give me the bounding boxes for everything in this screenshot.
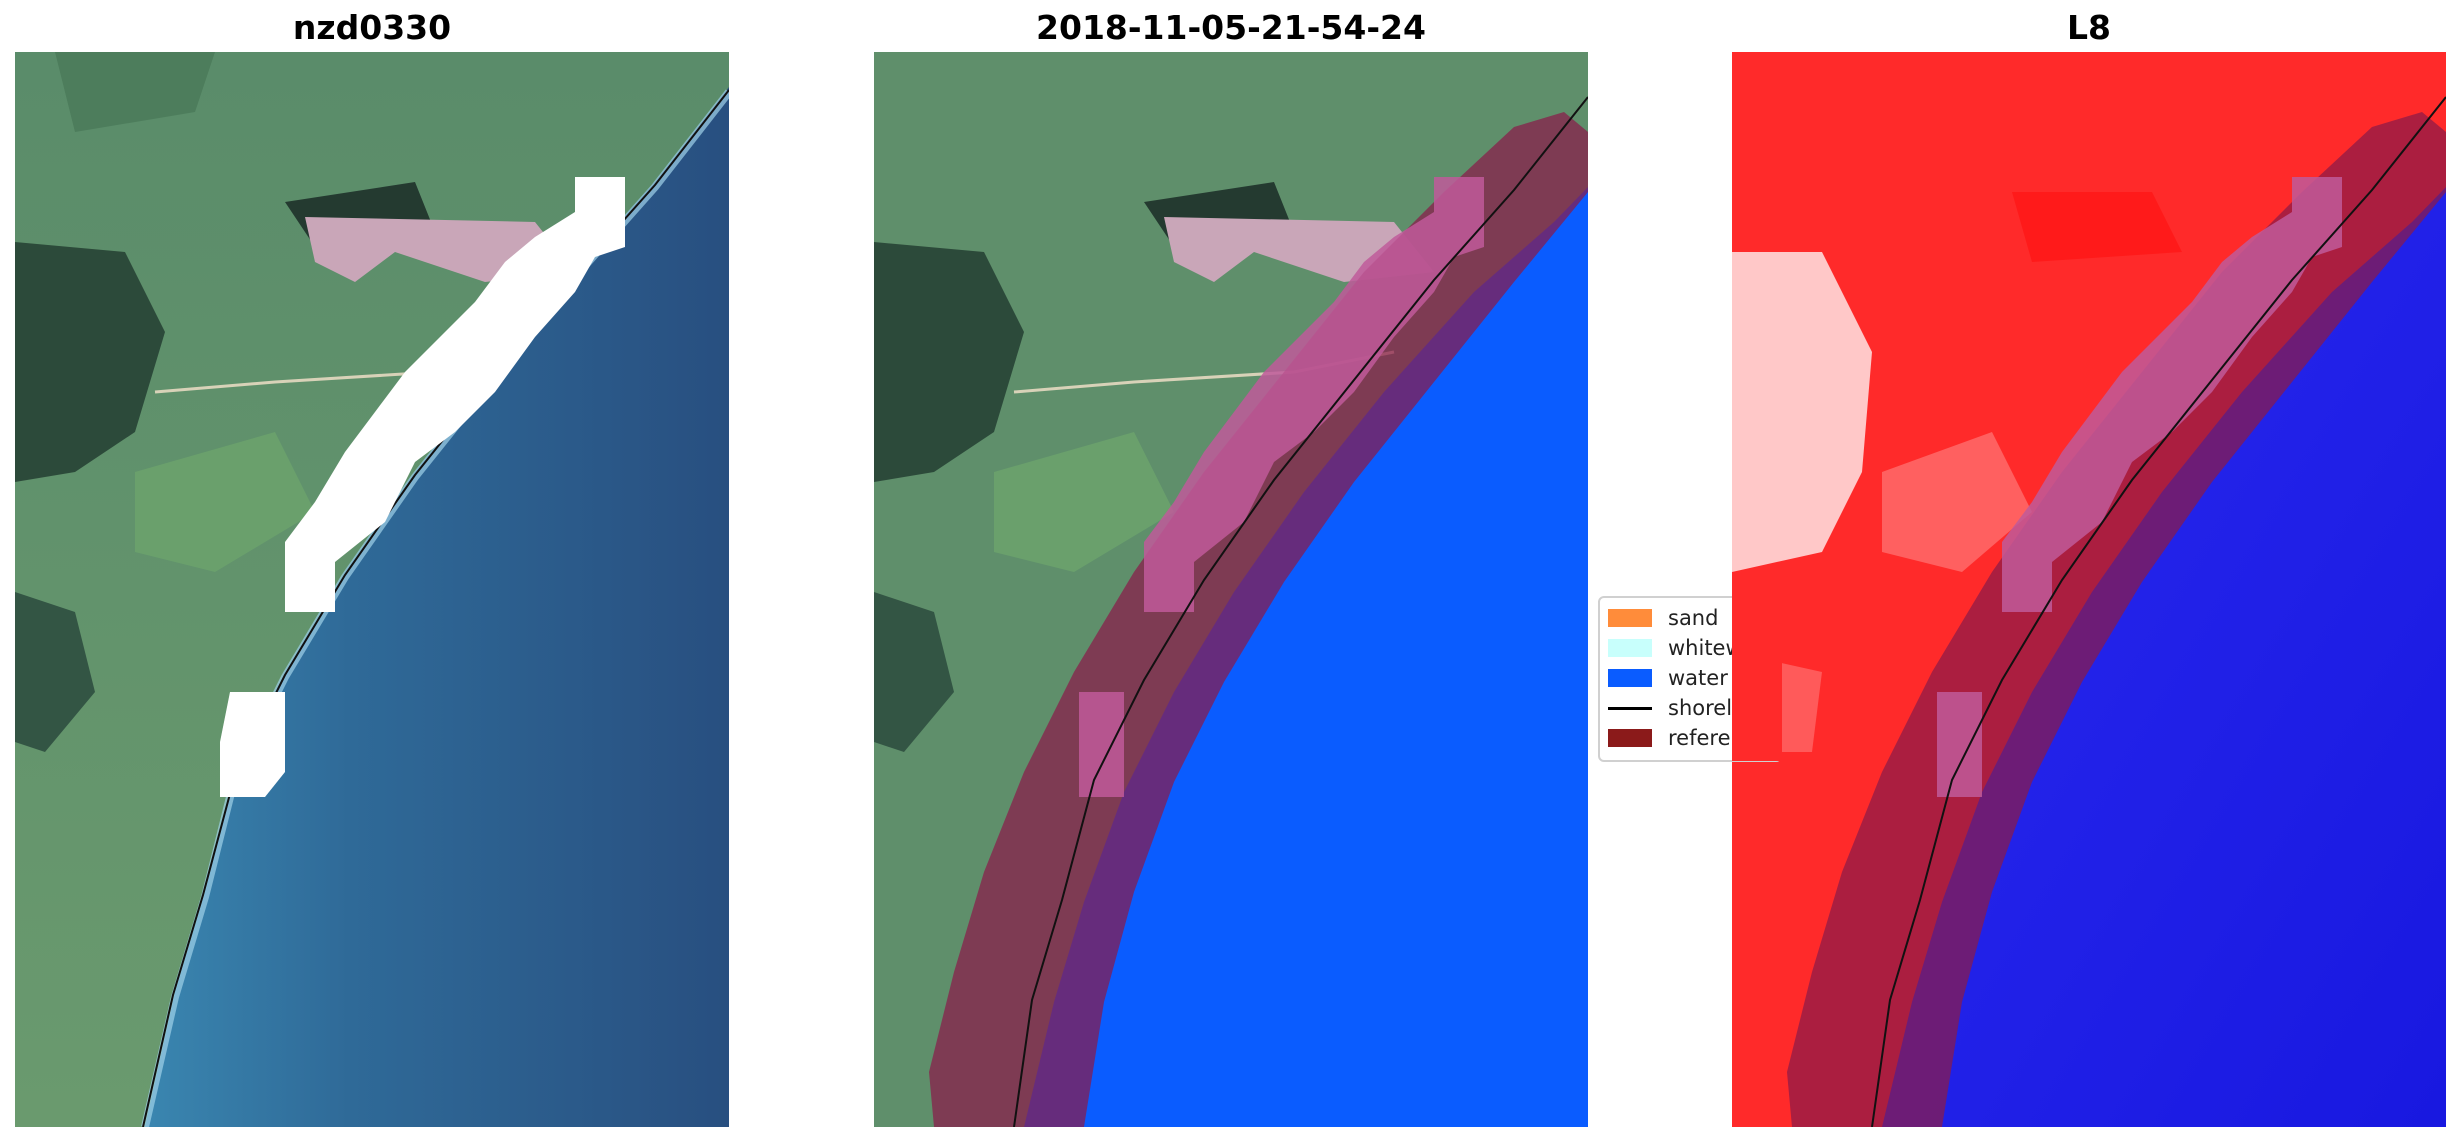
panel-title-middle: 2018-11-05-21-54-24: [1036, 8, 1426, 47]
legend-label: sand: [1668, 606, 1719, 630]
legend-item-sand: sand: [1608, 606, 1718, 630]
panel-title-left: nzd0330: [292, 8, 452, 47]
classified-image: [874, 52, 1588, 1127]
legend-clip-overlay: [1732, 596, 1782, 761]
legend-line-shoreline: [1608, 706, 1652, 710]
satellite-image-rgb: [15, 52, 729, 1127]
legend-label: water: [1668, 666, 1728, 690]
legend-swatch-water: [1608, 669, 1652, 687]
legend-swatch-sand: [1608, 609, 1652, 627]
legend-item-water: water: [1608, 666, 1728, 690]
index-image: [1732, 52, 2446, 1127]
legend-swatch-reference: [1608, 729, 1652, 747]
panel-title-right: L8: [2067, 8, 2111, 47]
legend-swatch-whitewater: [1608, 639, 1652, 657]
